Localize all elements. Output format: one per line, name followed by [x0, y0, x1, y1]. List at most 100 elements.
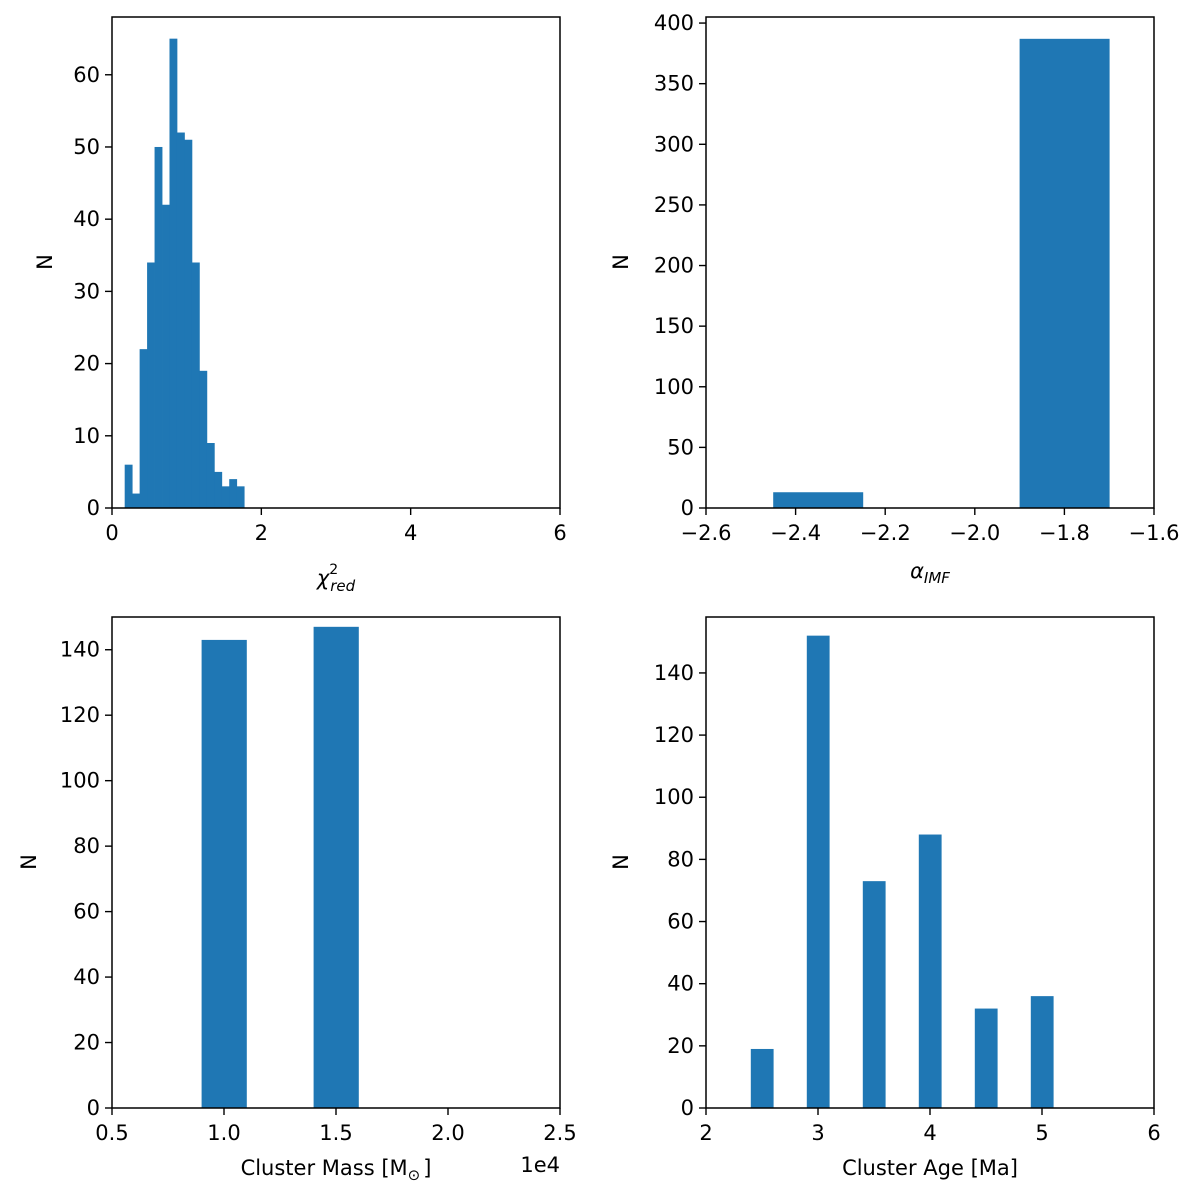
- histogram-bar-cluster-age-2: [862, 881, 886, 1108]
- y-tick-label-cluster-mass-1: 20: [73, 1031, 100, 1055]
- histogram-bar-alpha-imf-1: [1019, 38, 1110, 508]
- x-tick-label-alpha-imf-0: −2.6: [681, 521, 732, 545]
- histogram-bar-cluster-age-1: [806, 635, 830, 1108]
- y-tick-label-cluster-mass-7: 140: [60, 638, 100, 662]
- x-tick-label-chi2-3: 6: [553, 521, 566, 545]
- histogram-bar-chi2-5: [162, 204, 170, 509]
- x-tick-label-alpha-imf-4: −1.8: [1039, 521, 1090, 545]
- histogram-bar-chi2-13: [221, 486, 230, 508]
- y-tick-label-cluster-mass-6: 120: [60, 703, 100, 727]
- y-tick-label-cluster-mass-4: 80: [73, 834, 100, 858]
- x-tick-label-cluster-age-4: 6: [1147, 1121, 1160, 1145]
- y-tick-label-alpha-imf-6: 300: [654, 132, 694, 156]
- x-axis-label-chi2: χ2 red: [316, 562, 356, 595]
- y-tick-label-chi2-2: 20: [73, 352, 100, 376]
- x-tick-label-chi2-1: 2: [255, 521, 268, 545]
- x-axis-label-cluster-mass-sub: ⊙: [408, 1166, 421, 1184]
- histogram-bar-chi2-10: [199, 370, 208, 508]
- y-axis-label-chi2: N: [33, 254, 57, 270]
- x-tick-label-cluster-age-3: 5: [1035, 1121, 1048, 1145]
- y-tick-label-cluster-age-4: 80: [667, 847, 694, 871]
- y-tick-label-chi2-5: 50: [73, 135, 100, 159]
- y-tick-label-alpha-imf-1: 50: [667, 435, 694, 459]
- chart-panel-alpha-imf: −2.6 −2.4 −2.2 −2.0 −1.8 −1.6 0 50 100 150 200 250 3…: [609, 11, 1180, 587]
- histogram-bar-chi2-2: [139, 349, 148, 508]
- y-tick-label-chi2-1: 10: [73, 424, 100, 448]
- y-axis-label-cluster-age: N: [609, 854, 633, 870]
- x-tick-label-alpha-imf-2: −2.2: [860, 521, 911, 545]
- histogram-bars-cluster-mass: [201, 626, 359, 1108]
- x-axis-label-alpha-imf-sub: IMF: [924, 569, 950, 587]
- y-tick-label-cluster-age-7: 140: [654, 661, 694, 685]
- y-tick-label-chi2-3: 30: [73, 279, 100, 303]
- y-tick-label-cluster-mass-2: 40: [73, 965, 100, 989]
- x-tick-label-cluster-mass-4: 2.5: [543, 1121, 576, 1145]
- plot-frame-alpha-imf: [705, 16, 1155, 509]
- histogram-bar-cluster-age-5: [1030, 996, 1054, 1108]
- x-axis-label-cluster-mass-tail: ]: [423, 1156, 431, 1180]
- y-axis-label-alpha-imf: N: [609, 254, 633, 270]
- histogram-bar-chi2-15: [236, 486, 245, 508]
- y-tick-label-alpha-imf-0: 0: [681, 496, 694, 520]
- y-tick-label-cluster-age-0: 0: [681, 1096, 694, 1120]
- x-tick-label-chi2-2: 4: [404, 521, 417, 545]
- x-axis-label-chi2-sub: red: [330, 577, 355, 595]
- y-axis-label-cluster-mass: N: [17, 854, 41, 870]
- histogram-bar-chi2-8: [184, 139, 193, 508]
- x-axis-label-chi2-sup: 2: [329, 562, 338, 578]
- histogram-bar-chi2-6: [169, 38, 178, 508]
- histogram-bar-chi2-0: [124, 464, 133, 508]
- y-tick-label-alpha-imf-8: 400: [654, 11, 694, 35]
- y-tick-label-cluster-age-1: 20: [667, 1034, 694, 1058]
- histogram-bar-chi2-7: [176, 132, 185, 508]
- y-tick-label-chi2-4: 40: [73, 207, 100, 231]
- y-tick-label-chi2-6: 60: [73, 63, 100, 87]
- histogram-bar-cluster-mass-0: [201, 639, 247, 1108]
- y-tick-label-cluster-age-5: 100: [654, 785, 694, 809]
- histogram-bar-chi2-14: [229, 479, 238, 508]
- x-tick-label-chi2-0: 0: [105, 521, 118, 545]
- x-axis-label-alpha-imf: αIMF: [910, 559, 950, 587]
- histogram-bar-chi2-11: [206, 443, 215, 508]
- histogram-bar-alpha-imf-0: [773, 492, 864, 508]
- x-tick-label-cluster-mass-3: 2.0: [431, 1121, 464, 1145]
- y-tick-label-cluster-mass-0: 0: [87, 1096, 100, 1120]
- histogram-bar-chi2-1: [132, 493, 141, 508]
- histogram-bar-cluster-age-4: [974, 1008, 998, 1108]
- y-tick-label-cluster-mass-5: 100: [60, 769, 100, 793]
- y-tick-label-alpha-imf-2: 100: [654, 375, 694, 399]
- histogram-bar-chi2-3: [147, 262, 155, 508]
- histogram-bar-chi2-12: [214, 471, 223, 508]
- x-axis-label-cluster-mass: Cluster Mass [M⊙]: [241, 1156, 432, 1184]
- x-tick-label-cluster-mass-1: 1.0: [207, 1121, 240, 1145]
- x-axis-label-cluster-age: Cluster Age [Ma]: [842, 1156, 1018, 1180]
- histogram-bars-alpha-imf: [773, 38, 1110, 508]
- histogram-bar-chi2-4: [154, 146, 163, 508]
- y-tick-label-chi2-0: 0: [87, 496, 100, 520]
- y-tick-label-cluster-age-2: 40: [667, 972, 694, 996]
- x-tick-label-cluster-age-0: 2: [699, 1121, 712, 1145]
- y-tick-label-alpha-imf-4: 200: [654, 254, 694, 278]
- y-tick-label-alpha-imf-7: 350: [654, 72, 694, 96]
- x-axis-label-cluster-mass-main: Cluster Mass [M: [241, 1156, 408, 1180]
- histogram-bar-cluster-mass-1: [313, 626, 359, 1108]
- x-axis-label-alpha-imf-symbol: α: [910, 559, 924, 583]
- x-axis-offset-text-cluster-mass: 1e4: [520, 1153, 560, 1177]
- y-tick-label-cluster-age-6: 120: [654, 723, 694, 747]
- x-tick-label-alpha-imf-1: −2.4: [770, 521, 821, 545]
- histogram-bars-chi2: [124, 38, 245, 509]
- x-axis-label-chi2-symbol: χ: [316, 566, 331, 590]
- y-tick-label-alpha-imf-5: 250: [654, 193, 694, 217]
- chart-panel-cluster-mass: 0.5 1.0 1.5 2.0 2.5 0 20 40 60 80 100 120 140 N Clus…: [17, 616, 577, 1184]
- y-tick-label-cluster-mass-3: 60: [73, 900, 100, 924]
- y-tick-label-cluster-age-3: 60: [667, 910, 694, 934]
- histogram-bar-cluster-age-3: [918, 834, 942, 1108]
- x-tick-label-cluster-age-1: 3: [811, 1121, 824, 1145]
- x-tick-label-cluster-mass-2: 1.5: [319, 1121, 352, 1145]
- plot-frame-chi2: [111, 16, 561, 509]
- histogram-bars-cluster-age: [750, 635, 1054, 1108]
